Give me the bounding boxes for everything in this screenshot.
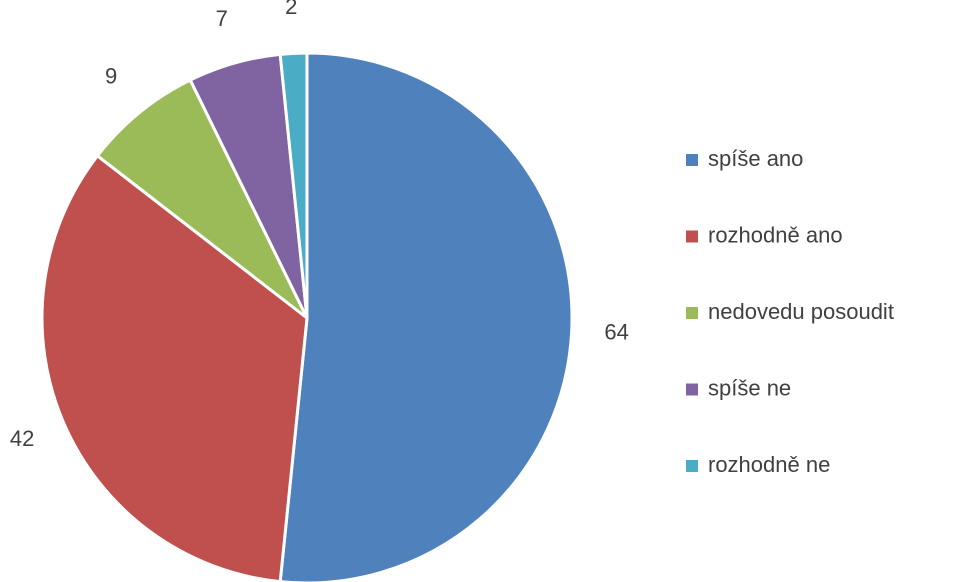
legend-swatch <box>686 307 698 319</box>
legend-label: spíše ne <box>708 375 791 400</box>
legend-swatch <box>686 383 698 396</box>
legend-label: nedovedu posoudit <box>708 299 894 324</box>
data-label: 42 <box>10 426 34 451</box>
data-label: 9 <box>105 64 117 89</box>
legend-swatch <box>686 460 698 472</box>
legend-label: rozhodně ano <box>708 222 843 247</box>
legend-label: rozhodně ne <box>708 452 830 477</box>
legend-swatch <box>686 154 698 166</box>
data-label: 7 <box>216 6 228 31</box>
data-label: 64 <box>604 320 628 345</box>
legend-label: spíše ano <box>708 146 803 171</box>
data-label: 2 <box>285 0 297 19</box>
pie-slice <box>40 154 309 582</box>
pie-slice <box>95 78 309 320</box>
legend-swatch <box>686 230 698 243</box>
pie-slice <box>278 51 309 320</box>
pie-slice <box>278 51 574 582</box>
